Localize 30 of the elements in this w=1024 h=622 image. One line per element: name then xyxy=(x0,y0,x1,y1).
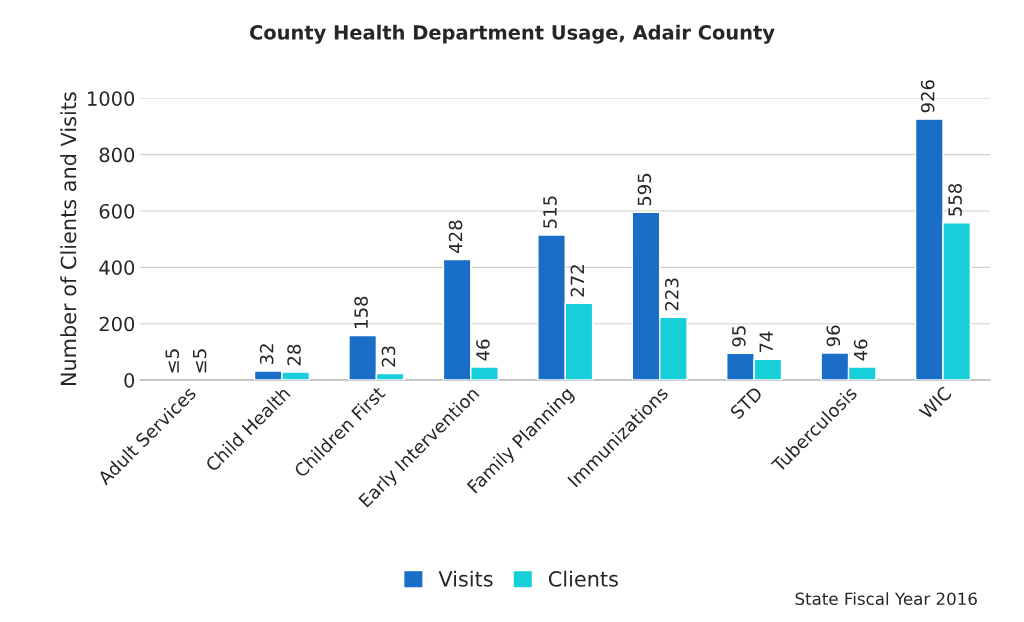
data-label: 515 xyxy=(543,196,557,228)
legend-label: Visits xyxy=(438,570,493,587)
data-label: 926 xyxy=(920,80,935,113)
data-label: 158 xyxy=(354,296,368,328)
data-label: 223 xyxy=(664,278,679,311)
data-label: 95 xyxy=(732,326,746,347)
data-label: 428 xyxy=(448,220,463,253)
data-label: 28 xyxy=(287,344,301,366)
text: ≤5 xyxy=(193,349,207,373)
chart-title: County Health Department Usage, Adair County xyxy=(249,24,775,44)
legend-label: Clients xyxy=(548,570,618,587)
data-label: 46 xyxy=(476,339,490,361)
y-tick-label: 1000 xyxy=(88,91,135,106)
y-tick-label: 800 xyxy=(99,147,135,163)
y-tick-label: 200 xyxy=(99,316,135,332)
data-label: 23 xyxy=(381,346,396,367)
data-label: 74 xyxy=(759,331,773,353)
data-label: 46 xyxy=(853,339,868,361)
y-tick-label: 600 xyxy=(99,203,135,219)
y-tick-label: 0 xyxy=(124,373,135,388)
x-tick-label: WIC xyxy=(918,385,953,420)
data-label: 558 xyxy=(948,183,962,216)
data-label: 595 xyxy=(637,173,652,206)
data-label: 32 xyxy=(259,344,274,365)
data-label: 96 xyxy=(826,325,841,347)
text: State Fiscal Year 2016 xyxy=(795,592,977,606)
data-label: 272 xyxy=(570,265,584,297)
text: ≤5 xyxy=(165,349,180,373)
y-axis-title: Number of Clients and Visits xyxy=(60,92,77,386)
y-tick-label: 400 xyxy=(99,260,135,275)
